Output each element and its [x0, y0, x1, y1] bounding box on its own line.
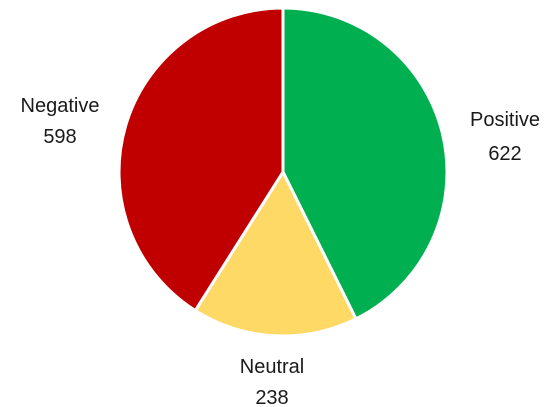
slice-label-negative-value: 598 [43, 126, 76, 148]
slice-label-positive-name: Positive [470, 109, 540, 131]
slice-label-neutral-value: 238 [255, 387, 288, 407]
pie-slice-neutral [193, 168, 358, 338]
pie-slice-positive [281, 6, 449, 321]
slice-label-positive-value: 622 [488, 143, 521, 165]
pie-slices [117, 6, 449, 338]
pie-slice-negative [117, 6, 285, 313]
slice-label-neutral-name: Neutral [240, 356, 304, 378]
slice-label-negative-name: Negative [21, 95, 100, 117]
